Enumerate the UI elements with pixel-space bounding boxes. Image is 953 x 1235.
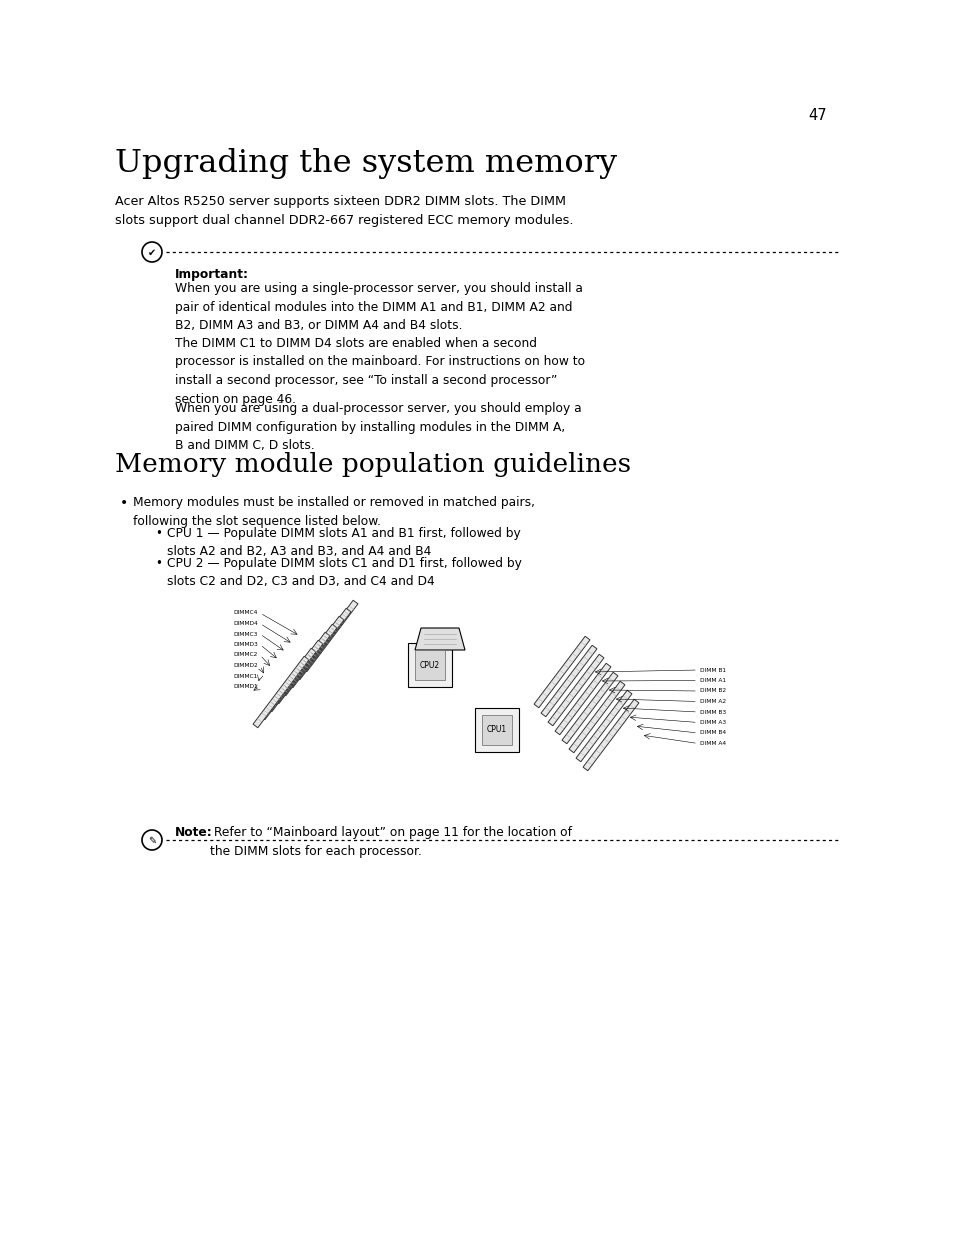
Text: CPU2: CPU2	[419, 661, 439, 669]
Polygon shape	[534, 636, 589, 708]
Text: DIMM A4: DIMM A4	[700, 741, 725, 746]
Polygon shape	[555, 663, 610, 735]
Polygon shape	[576, 690, 631, 762]
Text: ✔: ✔	[148, 248, 156, 258]
Polygon shape	[267, 640, 323, 711]
Text: 47: 47	[808, 107, 826, 124]
Text: Note:: Note:	[174, 826, 213, 839]
Polygon shape	[561, 672, 618, 743]
Text: CPU 1 — Populate DIMM slots A1 and B1 first, followed by
slots A2 and B2, A3 and: CPU 1 — Populate DIMM slots A1 and B1 fi…	[167, 527, 520, 558]
Polygon shape	[294, 609, 351, 679]
Text: CPU 2 — Populate DIMM slots C1 and D1 first, followed by
slots C2 and D2, C3 and: CPU 2 — Populate DIMM slots C1 and D1 fi…	[167, 557, 521, 589]
Polygon shape	[260, 648, 315, 720]
Text: DIMMD2: DIMMD2	[233, 663, 257, 668]
Text: Refer to “Mainboard layout” on page 11 for the location of
the DIMM slots for ea: Refer to “Mainboard layout” on page 11 f…	[210, 826, 572, 857]
Text: DIMM A2: DIMM A2	[700, 699, 725, 704]
Polygon shape	[408, 643, 452, 687]
Text: DIMM A1: DIMM A1	[700, 678, 725, 683]
Polygon shape	[540, 645, 597, 716]
Text: Memory modules must be installed or removed in matched pairs,
following the slot: Memory modules must be installed or remo…	[132, 496, 535, 527]
Polygon shape	[568, 682, 624, 753]
Text: DIMMD4: DIMMD4	[233, 621, 257, 626]
Text: DIMMC4: DIMMC4	[233, 610, 257, 615]
Text: DIMMD3: DIMMD3	[233, 642, 257, 647]
Polygon shape	[274, 632, 330, 704]
Text: When you are using a dual-processor server, you should employ a
paired DIMM conf: When you are using a dual-processor serv…	[174, 403, 581, 452]
Text: CPU1: CPU1	[486, 725, 507, 735]
Text: •: •	[154, 557, 162, 571]
Text: ✎: ✎	[148, 836, 156, 846]
Text: DIMM B4: DIMM B4	[700, 730, 725, 736]
Text: The DIMM C1 to DIMM D4 slots are enabled when a second
processor is installed on: The DIMM C1 to DIMM D4 slots are enabled…	[174, 337, 584, 405]
Text: DIMMC3: DIMMC3	[233, 631, 257, 636]
Text: DIMMC2: DIMMC2	[233, 652, 257, 657]
Polygon shape	[288, 616, 344, 688]
Text: Acer Altos R5250 server supports sixteen DDR2 DIMM slots. The DIMM
slots support: Acer Altos R5250 server supports sixteen…	[115, 195, 573, 227]
Polygon shape	[547, 655, 603, 726]
Polygon shape	[281, 624, 336, 695]
Polygon shape	[481, 715, 512, 746]
Text: DIMM A3: DIMM A3	[700, 720, 725, 725]
Text: DIMM B1: DIMM B1	[700, 667, 725, 673]
Text: •: •	[120, 496, 128, 510]
Polygon shape	[415, 629, 464, 650]
Text: DIMM B2: DIMM B2	[700, 688, 725, 694]
Polygon shape	[582, 699, 639, 771]
Text: Memory module population guidelines: Memory module population guidelines	[115, 452, 631, 477]
Polygon shape	[475, 708, 518, 752]
Polygon shape	[253, 656, 309, 727]
Polygon shape	[302, 600, 357, 672]
Text: •: •	[154, 527, 162, 540]
Text: Important:: Important:	[174, 268, 249, 282]
Text: Upgrading the system memory: Upgrading the system memory	[115, 148, 617, 179]
Polygon shape	[415, 650, 445, 680]
Text: DIMM B3: DIMM B3	[700, 709, 725, 715]
Text: DIMMD1: DIMMD1	[233, 684, 257, 689]
Text: When you are using a single-processor server, you should install a
pair of ident: When you are using a single-processor se…	[174, 282, 582, 332]
Text: DIMMC1: DIMMC1	[233, 673, 257, 678]
